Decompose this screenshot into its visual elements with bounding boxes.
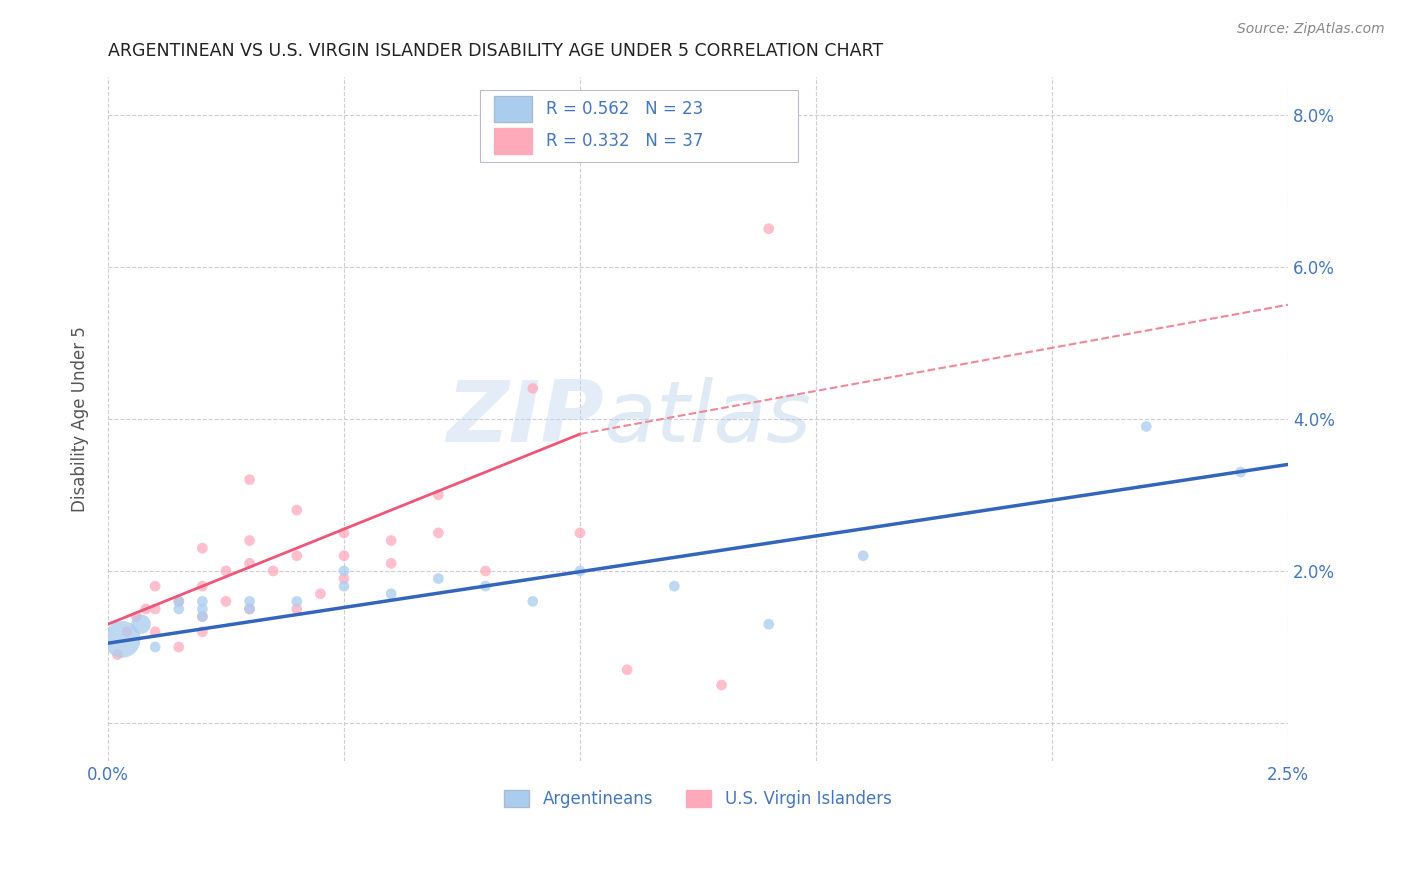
Point bbox=[285, 594, 308, 608]
Point bbox=[333, 549, 356, 563]
Point bbox=[239, 533, 262, 548]
Point bbox=[239, 557, 262, 571]
Point bbox=[167, 594, 190, 608]
Point bbox=[568, 564, 591, 578]
Text: atlas: atlas bbox=[603, 377, 811, 460]
Point bbox=[333, 564, 356, 578]
Point bbox=[191, 609, 214, 624]
Point bbox=[135, 602, 157, 616]
Text: R = 0.562   N = 23: R = 0.562 N = 23 bbox=[546, 101, 703, 119]
Point bbox=[129, 617, 152, 632]
Point bbox=[215, 594, 238, 608]
Point bbox=[143, 624, 166, 639]
Point bbox=[239, 473, 262, 487]
Point bbox=[167, 640, 190, 654]
Point bbox=[239, 602, 262, 616]
Point bbox=[239, 594, 262, 608]
Point bbox=[285, 503, 308, 517]
Point bbox=[568, 525, 591, 540]
Point bbox=[191, 541, 214, 555]
Point bbox=[333, 572, 356, 586]
Point bbox=[616, 663, 638, 677]
Point bbox=[191, 594, 214, 608]
Point bbox=[309, 587, 332, 601]
Point bbox=[852, 549, 875, 563]
Point bbox=[333, 579, 356, 593]
Bar bbox=[494, 96, 531, 122]
Point bbox=[191, 624, 214, 639]
Bar bbox=[494, 128, 531, 154]
Point bbox=[239, 602, 262, 616]
Point bbox=[427, 572, 450, 586]
Point bbox=[191, 579, 214, 593]
Point bbox=[191, 609, 214, 624]
Point bbox=[522, 594, 544, 608]
Point bbox=[710, 678, 733, 692]
Y-axis label: Disability Age Under 5: Disability Age Under 5 bbox=[72, 326, 89, 512]
Legend: Argentineans, U.S. Virgin Islanders: Argentineans, U.S. Virgin Islanders bbox=[498, 783, 898, 814]
Point bbox=[427, 525, 450, 540]
Point bbox=[427, 488, 450, 502]
Point bbox=[115, 624, 138, 639]
Point bbox=[285, 549, 308, 563]
Point bbox=[143, 640, 166, 654]
Point bbox=[664, 579, 686, 593]
Point bbox=[262, 564, 284, 578]
Point bbox=[143, 579, 166, 593]
Point bbox=[215, 564, 238, 578]
Text: ARGENTINEAN VS U.S. VIRGIN ISLANDER DISABILITY AGE UNDER 5 CORRELATION CHART: ARGENTINEAN VS U.S. VIRGIN ISLANDER DISA… bbox=[108, 42, 883, 60]
Point bbox=[380, 587, 402, 601]
Point bbox=[1229, 465, 1251, 479]
Point bbox=[125, 609, 148, 624]
Point bbox=[474, 579, 496, 593]
Point bbox=[191, 602, 214, 616]
Point bbox=[758, 221, 780, 235]
Point bbox=[522, 381, 544, 395]
Point bbox=[380, 533, 402, 548]
Point bbox=[167, 602, 190, 616]
Point bbox=[167, 594, 190, 608]
Point bbox=[1135, 419, 1157, 434]
Point bbox=[758, 617, 780, 632]
Point bbox=[107, 648, 129, 662]
Text: R = 0.332   N = 37: R = 0.332 N = 37 bbox=[546, 132, 703, 150]
Point bbox=[474, 564, 496, 578]
Text: Source: ZipAtlas.com: Source: ZipAtlas.com bbox=[1237, 22, 1385, 37]
Point bbox=[143, 602, 166, 616]
Text: ZIP: ZIP bbox=[446, 377, 603, 460]
Point bbox=[285, 602, 308, 616]
Point bbox=[333, 525, 356, 540]
Point bbox=[111, 632, 134, 647]
FancyBboxPatch shape bbox=[479, 90, 799, 162]
Point bbox=[380, 557, 402, 571]
